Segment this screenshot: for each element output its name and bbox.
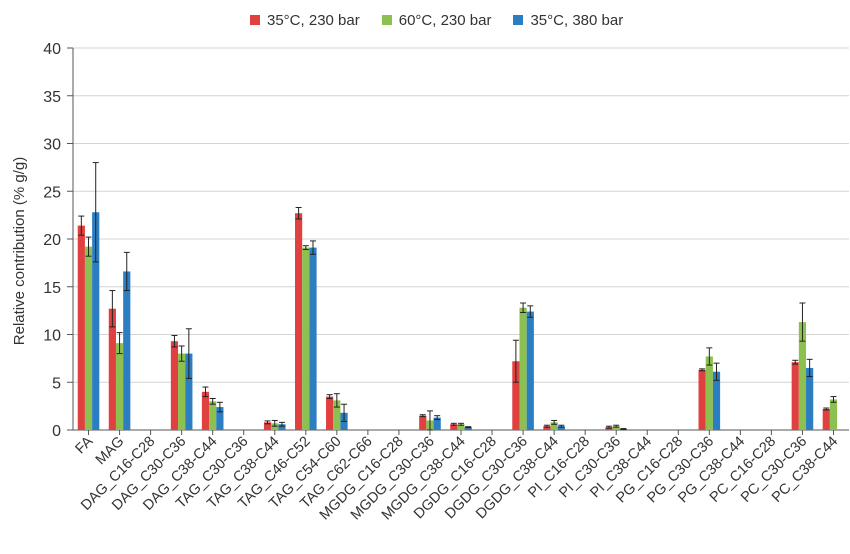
bar: [419, 415, 427, 430]
bar: [263, 422, 272, 430]
legend-label: 35°C, 380 bar: [530, 11, 624, 29]
bar: [806, 367, 814, 430]
bar: [84, 246, 93, 430]
x-tick-label: FA: [72, 433, 96, 457]
bar: [612, 426, 620, 430]
y-tick-label: 20: [43, 232, 61, 249]
bar: [543, 426, 551, 430]
y-tick-label: 15: [43, 280, 61, 297]
y-tick-label: 25: [43, 184, 61, 201]
bar: [77, 225, 85, 430]
y-tick-label: 30: [43, 137, 61, 154]
bar: [123, 271, 131, 430]
bar: [92, 212, 100, 430]
bar: [115, 343, 124, 430]
y-tick-label: 5: [52, 375, 61, 392]
bar: [309, 247, 317, 430]
y-tick-label: 40: [43, 41, 61, 58]
bar: [278, 424, 286, 430]
legend-label: 60°C, 230 bar: [398, 11, 492, 29]
y-tick-label: 0: [52, 423, 61, 440]
bar: [829, 399, 838, 430]
bar: [550, 422, 558, 430]
y-tick-label: 10: [43, 328, 61, 345]
legend-swatch: [250, 15, 260, 25]
bar: [433, 417, 441, 430]
bar: [457, 424, 465, 430]
legend-swatch: [513, 15, 524, 25]
legend: 35°C, 230 bar 60°C, 230 bar 35°C, 380 bar: [250, 8, 623, 32]
bar: [333, 400, 341, 430]
bar: [108, 308, 116, 430]
bar: [326, 396, 334, 430]
bar: [822, 408, 830, 430]
bar: [557, 426, 565, 430]
bar: [791, 362, 799, 430]
bar: [698, 369, 706, 430]
bar: [705, 356, 713, 430]
legend-item: 60°C, 230 bar: [381, 11, 492, 29]
bar: [185, 353, 193, 430]
bar: [216, 407, 224, 430]
bar: [712, 371, 721, 430]
bar: [295, 213, 303, 430]
bar: [302, 247, 310, 430]
bar: [178, 353, 186, 430]
bar: [450, 424, 458, 430]
legend-swatch: [381, 15, 392, 25]
bar: [798, 322, 807, 430]
legend-item: 35°C, 230 bar: [250, 12, 360, 29]
bar: [512, 361, 520, 430]
legend-item: 35°C, 380 bar: [513, 12, 623, 29]
bar: [209, 401, 217, 430]
y-tick-label: 35: [43, 89, 61, 106]
bar: [519, 307, 527, 430]
legend-label: 35°C, 230 bar: [267, 11, 360, 29]
y-axis-label: Relative contribution (% g/g): [11, 157, 28, 345]
bar: [201, 391, 210, 430]
bar: [464, 427, 472, 430]
bar: [526, 311, 534, 430]
bar: [170, 341, 179, 430]
